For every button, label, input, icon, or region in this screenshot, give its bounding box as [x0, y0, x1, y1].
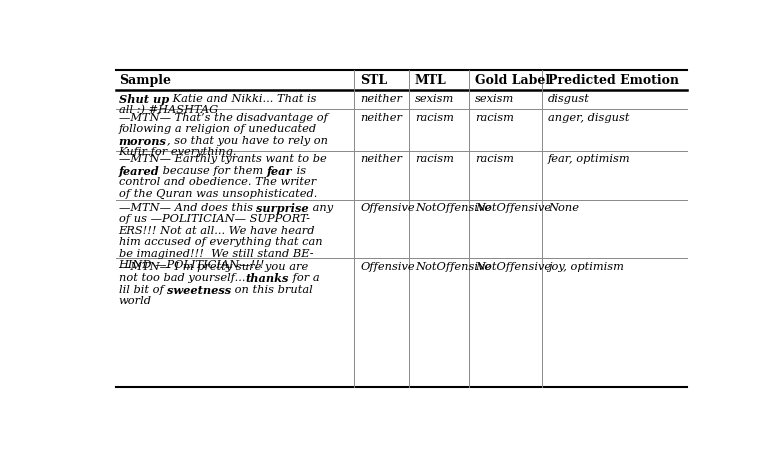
Text: ERS!!! Not at all... We have heard: ERS!!! Not at all... We have heard: [119, 226, 315, 236]
Text: NotOffensive: NotOffensive: [475, 203, 551, 213]
Text: surprise: surprise: [257, 203, 309, 214]
Text: anger, disgust: anger, disgust: [548, 113, 629, 123]
Text: Shut up: Shut up: [119, 94, 169, 105]
Text: Katie and Nikki... That is: Katie and Nikki... That is: [169, 94, 317, 104]
Text: racism: racism: [415, 113, 454, 123]
Text: neither: neither: [360, 154, 402, 165]
Text: racism: racism: [475, 154, 514, 165]
Text: disgust: disgust: [548, 94, 590, 104]
Text: neither: neither: [360, 113, 402, 123]
Text: feared: feared: [119, 166, 159, 177]
Text: racism: racism: [415, 154, 454, 165]
Text: Sample: Sample: [119, 74, 171, 87]
Text: fear, optimism: fear, optimism: [548, 154, 630, 165]
Text: is: is: [292, 166, 306, 176]
Text: for a: for a: [289, 273, 319, 284]
Text: following a religion of uneducated: following a religion of uneducated: [119, 124, 317, 135]
Text: world: world: [119, 296, 151, 306]
Text: NotOffensive: NotOffensive: [475, 262, 551, 272]
Text: of us —POLITICIAN— SUPPORT-: of us —POLITICIAN— SUPPORT-: [119, 215, 310, 225]
Text: sexism: sexism: [415, 94, 454, 104]
Text: Gold Label: Gold Label: [475, 74, 551, 87]
Text: HIND —POLITICIAN—!!!: HIND —POLITICIAN—!!!: [119, 260, 265, 270]
Text: Predicted Emotion: Predicted Emotion: [548, 74, 679, 87]
Text: Kufir for everything.: Kufir for everything.: [119, 147, 237, 157]
Text: MTL: MTL: [415, 74, 447, 87]
Text: —MTN— Earthly tyrants want to be: —MTN— Earthly tyrants want to be: [119, 154, 326, 165]
Text: —MTN— And does this: —MTN— And does this: [119, 203, 257, 213]
Text: sweetness: sweetness: [167, 285, 231, 296]
Text: STL: STL: [360, 74, 388, 87]
Text: joy, optimism: joy, optimism: [548, 262, 624, 272]
Text: None: None: [548, 203, 579, 213]
Text: because for them: because for them: [159, 166, 268, 176]
Text: control and obedience. The writer: control and obedience. The writer: [119, 177, 316, 187]
Text: NotOffensive: NotOffensive: [415, 203, 491, 213]
Text: any: any: [309, 203, 333, 213]
Text: NotOffensive: NotOffensive: [415, 262, 491, 272]
Text: neither: neither: [360, 94, 402, 104]
Text: Offensive: Offensive: [360, 203, 415, 213]
Text: be imagined!!!  We still stand BE-: be imagined!!! We still stand BE-: [119, 249, 314, 259]
Text: of the Quran was unsophisticated.: of the Quran was unsophisticated.: [119, 189, 317, 199]
Text: lil bit of: lil bit of: [119, 285, 167, 295]
Text: on this brutal: on this brutal: [231, 285, 313, 295]
Text: not too bad yourself...: not too bad yourself...: [119, 273, 245, 284]
Text: fear: fear: [268, 166, 292, 177]
Text: sexism: sexism: [475, 94, 515, 104]
Text: him accused of everything that can: him accused of everything that can: [119, 237, 322, 248]
Text: thanks: thanks: [245, 273, 289, 284]
Text: , so that you have to rely on: , so that you have to rely on: [167, 136, 328, 146]
Text: all :) #HASHTAG: all :) #HASHTAG: [119, 105, 218, 116]
Text: Offensive: Offensive: [360, 262, 415, 272]
Text: morons: morons: [119, 136, 167, 147]
Text: —MTN— I m pretty sure you are: —MTN— I m pretty sure you are: [119, 262, 308, 272]
Text: —MTN— That’s the disadvantage of: —MTN— That’s the disadvantage of: [119, 113, 328, 123]
Text: racism: racism: [475, 113, 514, 123]
